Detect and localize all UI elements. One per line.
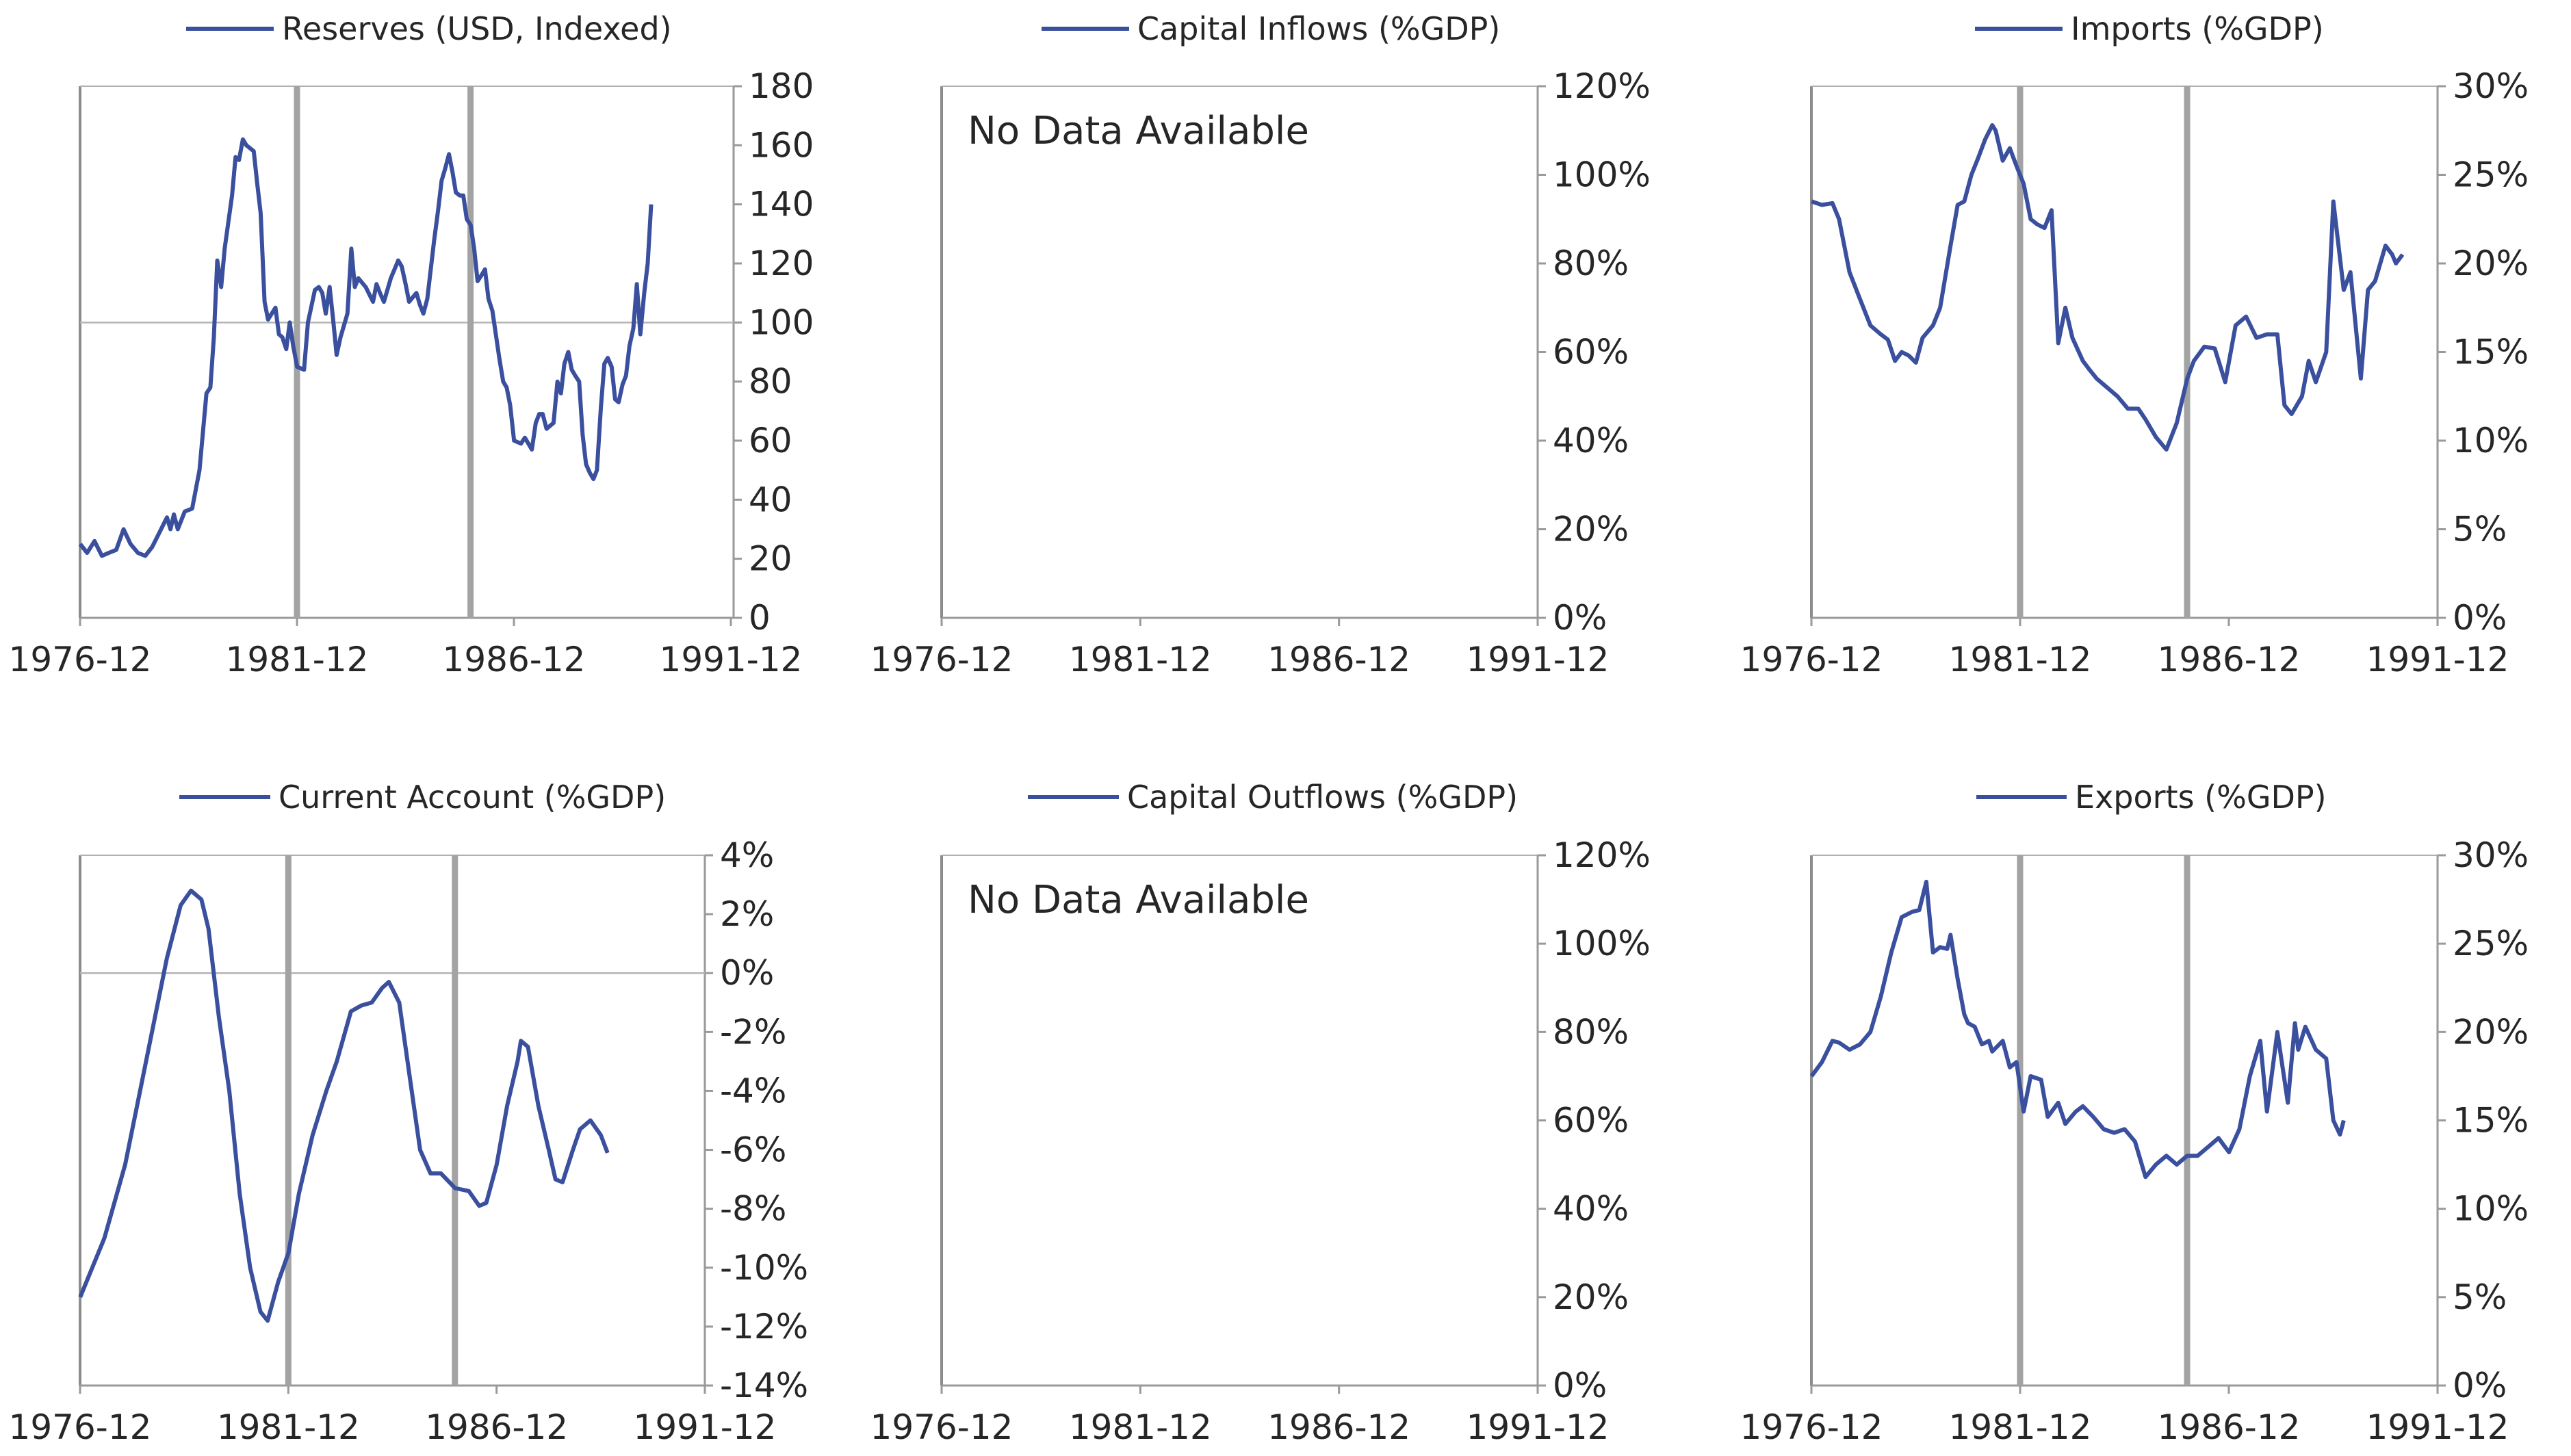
- y-tick-label: 40: [749, 480, 792, 519]
- x-tick-label: 1981-12: [1069, 640, 1212, 679]
- y-tick-label: 40%: [1553, 421, 1629, 460]
- y-tick-label: 80: [749, 362, 792, 402]
- x-tick-label: 1986-12: [425, 1407, 568, 1447]
- x-tick-label: 1981-12: [217, 1407, 360, 1447]
- chart-panel-current-account: -14% -12% -10% -8% -6% -4% -2% 0% 2% 4% 1976-12 198…: [9, 779, 809, 1447]
- x-tick-label: 1981-12: [226, 640, 369, 679]
- y-tick-label: 60: [749, 421, 792, 460]
- y-tick-label: 25%: [2453, 155, 2529, 195]
- x-tick-label: 1976-12: [9, 1407, 152, 1447]
- x-tick-label: 1976-12: [9, 640, 152, 679]
- y-tick-label: 160: [749, 125, 814, 165]
- y-tick-label: 20%: [1553, 510, 1629, 549]
- y-tick-label: -8%: [720, 1189, 786, 1229]
- chart-panel-capital-inflows: 0% 20% 40% 60% 80% 100% 120% 1976-12 1981-12 1986…: [870, 10, 1651, 679]
- series-line-imports: [1811, 123, 2405, 452]
- y-tick-label: -10%: [720, 1248, 808, 1288]
- x-tick-label: 1986-12: [2158, 1407, 2301, 1447]
- y-tick-label: -4%: [720, 1071, 786, 1110]
- y-tick-label: 100%: [1553, 155, 1651, 195]
- y-tick-label: 0%: [1553, 598, 1607, 638]
- y-tick-label: 10%: [2453, 421, 2529, 460]
- chart-panel-reserves: 0 20 40 60 80 100 120 140 160 180 1976-12 1981-12 19…: [9, 10, 814, 679]
- y-tick-label: 140: [749, 185, 814, 224]
- legend-label: Imports (%GDP): [2071, 10, 2324, 47]
- legend-label: Reserves (USD, Indexed): [282, 10, 672, 47]
- legend-label: Current Account (%GDP): [279, 779, 666, 816]
- x-tick-label: 1976-12: [870, 1407, 1013, 1447]
- y-tick-label: 120%: [1553, 66, 1651, 106]
- series-line-current-account: [78, 888, 610, 1323]
- legend-label: Capital Outflows (%GDP): [1127, 779, 1518, 816]
- y-tick-label: 25%: [2453, 924, 2529, 963]
- x-tick-label: 1991-12: [1467, 640, 1610, 679]
- y-tick-label: 60%: [1553, 333, 1629, 372]
- x-tick-label: 1991-12: [660, 640, 803, 679]
- y-tick-label: 0%: [1553, 1366, 1607, 1405]
- x-tick-label: 1991-12: [2366, 1407, 2509, 1447]
- y-tick-label: 180: [749, 66, 814, 106]
- chart-panel-exports: 0% 5% 10% 15% 20% 25% 30% 1976-12 1981-12 1986-12…: [1740, 779, 2529, 1447]
- no-data-note: No Data Available: [968, 878, 1309, 922]
- y-tick-label: 5%: [2453, 510, 2507, 549]
- y-tick-label: 0%: [2453, 1366, 2507, 1405]
- x-tick-label: 1981-12: [1949, 640, 2092, 679]
- chart-panel-imports: 0% 5% 10% 15% 20% 25% 30% 1976-12 1981-12 1986-12…: [1740, 10, 2529, 679]
- y-tick-label: 0%: [2453, 598, 2507, 638]
- x-tick-label: 1976-12: [1740, 640, 1883, 679]
- y-tick-label: 20%: [2453, 1012, 2529, 1052]
- legend-label: Exports (%GDP): [2075, 779, 2327, 816]
- chart-panel-capital-outflows: 0% 20% 40% 60% 80% 100% 120% 1976-12 1981-12 1986…: [870, 779, 1651, 1447]
- series-line-reserves: [78, 137, 654, 558]
- y-tick-label: 20: [749, 539, 792, 579]
- x-tick-label: 1986-12: [2158, 640, 2301, 679]
- x-tick-label: 1991-12: [1467, 1407, 1610, 1447]
- y-tick-label: 2%: [720, 894, 774, 934]
- no-data-note: No Data Available: [968, 109, 1309, 153]
- y-tick-label: -12%: [720, 1307, 808, 1347]
- y-tick-label: -6%: [720, 1130, 786, 1170]
- y-tick-label: 120%: [1553, 835, 1651, 875]
- series-line-exports: [1809, 879, 2346, 1180]
- y-tick-label: 100%: [1553, 924, 1651, 963]
- legend-label: Capital Inflows (%GDP): [1137, 10, 1500, 47]
- y-tick-label: 80%: [1553, 1012, 1629, 1052]
- y-tick-label: 15%: [2453, 1101, 2529, 1141]
- y-tick-label: 10%: [2453, 1189, 2529, 1229]
- y-tick-label: 5%: [2453, 1277, 2507, 1317]
- y-tick-label: 40%: [1553, 1189, 1629, 1229]
- y-tick-label: 20%: [2453, 244, 2529, 283]
- x-tick-label: 1981-12: [1949, 1407, 2092, 1447]
- x-tick-label: 1991-12: [2366, 640, 2509, 679]
- y-tick-label: -14%: [720, 1366, 808, 1405]
- y-tick-label: 20%: [1553, 1277, 1629, 1317]
- x-tick-label: 1986-12: [1267, 1407, 1410, 1447]
- y-tick-label: -2%: [720, 1012, 786, 1052]
- y-tick-label: 60%: [1553, 1101, 1629, 1141]
- y-tick-label: 30%: [2453, 66, 2529, 106]
- x-tick-label: 1991-12: [634, 1407, 777, 1447]
- y-tick-label: 0%: [720, 953, 774, 993]
- x-tick-label: 1976-12: [870, 640, 1013, 679]
- y-tick-label: 0: [749, 598, 771, 638]
- x-tick-label: 1976-12: [1740, 1407, 1883, 1447]
- y-tick-label: 120: [749, 244, 814, 283]
- x-tick-label: 1981-12: [1069, 1407, 1212, 1447]
- x-tick-label: 1986-12: [443, 640, 586, 679]
- y-tick-label: 4%: [720, 835, 774, 875]
- y-tick-label: 100: [749, 302, 814, 342]
- y-tick-label: 15%: [2453, 333, 2529, 372]
- y-tick-label: 30%: [2453, 835, 2529, 875]
- y-tick-label: 80%: [1553, 244, 1629, 283]
- x-tick-label: 1986-12: [1267, 640, 1410, 679]
